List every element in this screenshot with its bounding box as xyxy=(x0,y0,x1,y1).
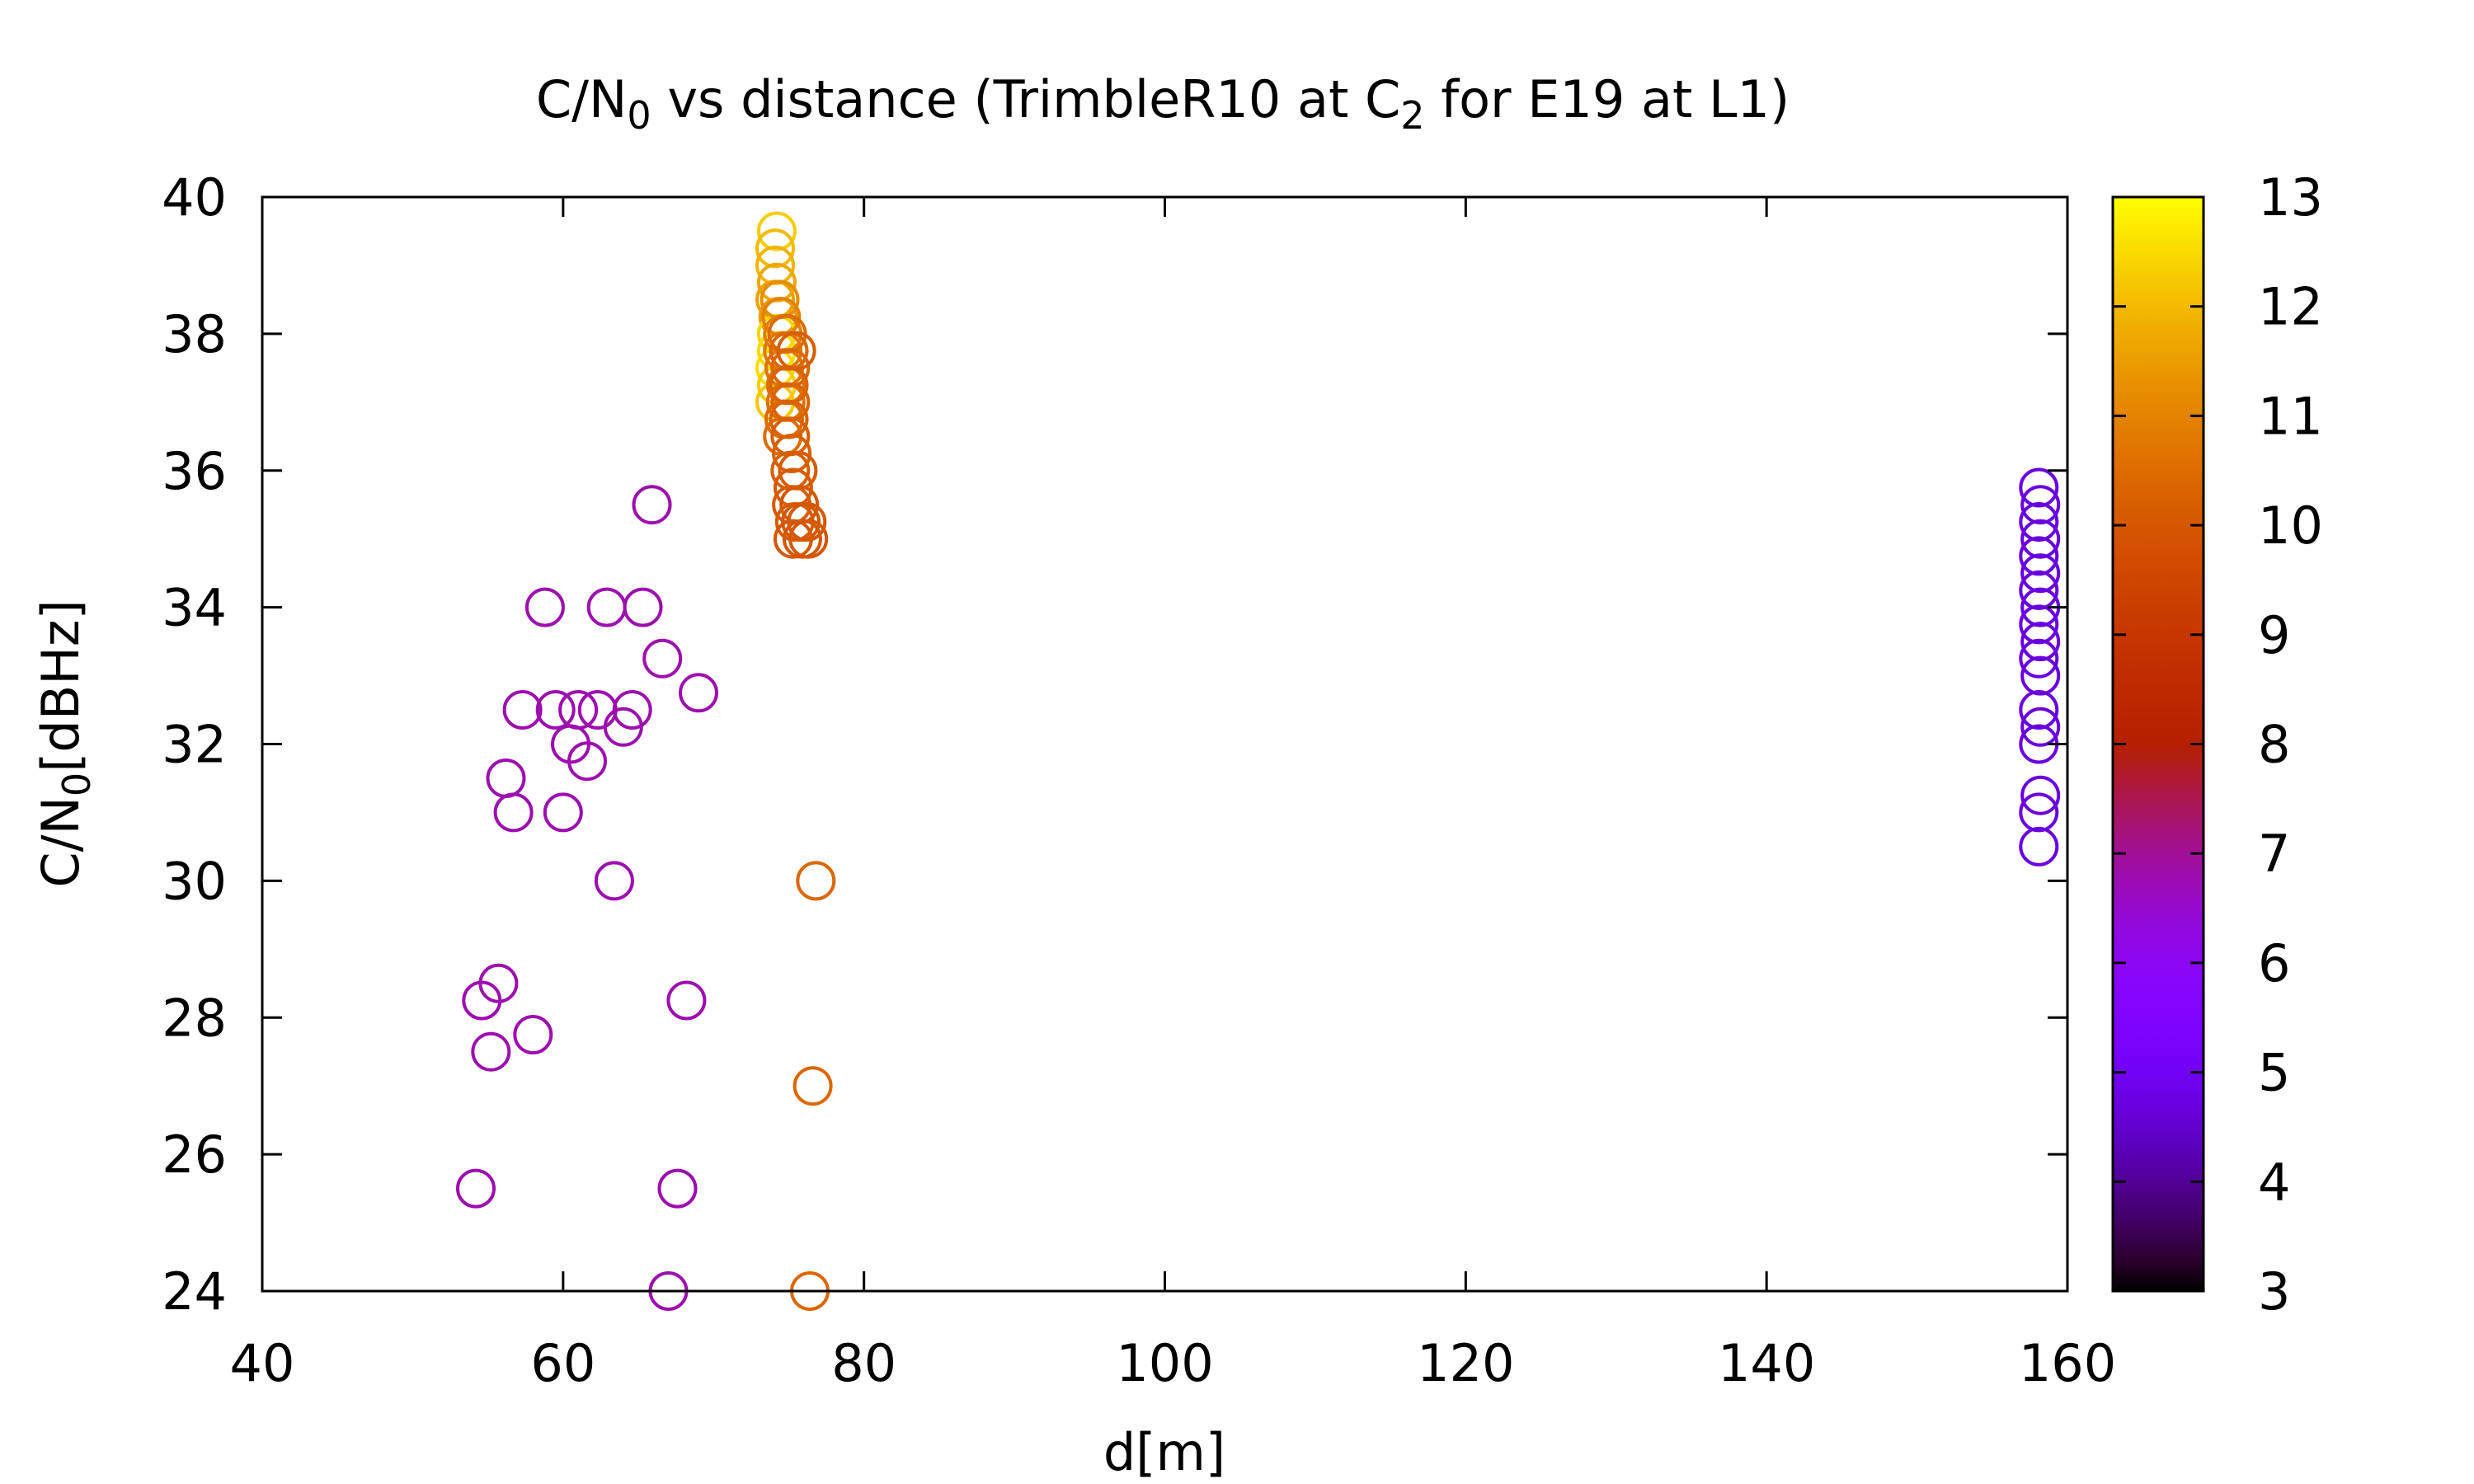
data-point xyxy=(793,1066,833,1106)
data-point xyxy=(770,348,811,388)
y-axis-title-rest: [dBHz] xyxy=(31,599,91,772)
scatter-points xyxy=(456,211,2061,1311)
title-prefix-sub: 0 xyxy=(627,93,651,138)
y-tick-label: 36 xyxy=(162,441,227,501)
data-point xyxy=(502,690,543,730)
data-point xyxy=(772,434,812,473)
data-point xyxy=(535,690,576,730)
y-axis-title-main: C/N xyxy=(31,796,91,888)
title-middle: vs distance (TrimbleR10 at C xyxy=(651,69,1401,129)
data-point xyxy=(632,485,672,525)
title-suffix: for E19 at L1) xyxy=(1425,69,1790,129)
data-point xyxy=(2019,826,2059,866)
colorbar-tick-label: 12 xyxy=(2258,277,2323,337)
data-point xyxy=(2019,638,2059,679)
data-point xyxy=(756,211,797,251)
data-point xyxy=(513,1015,553,1054)
y-axis: 24 26 28 30 32 34 36 38 40 xyxy=(162,167,2067,1322)
data-point xyxy=(2020,775,2061,815)
colorbar-tick-label: 11 xyxy=(2258,386,2323,446)
x-axis: 40 60 80 100 120 140 160 xyxy=(230,197,2116,1393)
data-point xyxy=(2020,622,2061,662)
data-point xyxy=(478,963,519,1003)
data-point xyxy=(493,792,534,833)
y-tick-label: 34 xyxy=(162,578,227,638)
data-point xyxy=(787,502,827,542)
data-point xyxy=(778,450,818,491)
x-axis-title: d[m] xyxy=(1103,1422,1225,1482)
data-point xyxy=(2019,570,2059,610)
title-prefix: C/N xyxy=(536,69,628,129)
data-point xyxy=(657,1168,698,1209)
data-point xyxy=(543,792,583,833)
y-tick-label: 38 xyxy=(162,304,227,364)
x-tick-label: 120 xyxy=(1417,1333,1514,1393)
y-tick-label: 32 xyxy=(162,715,227,775)
x-tick-label: 80 xyxy=(831,1333,896,1393)
data-point xyxy=(2019,502,2059,542)
x-tick-label: 60 xyxy=(530,1333,595,1393)
data-point xyxy=(776,331,816,371)
plot-area xyxy=(261,195,2069,1293)
data-point xyxy=(2019,467,2059,508)
data-point xyxy=(2020,519,2061,559)
data-point xyxy=(2019,690,2059,730)
data-point xyxy=(666,980,707,1021)
data-point xyxy=(2019,604,2059,645)
data-point xyxy=(623,587,663,627)
data-point xyxy=(769,399,809,439)
data-point xyxy=(2020,655,2061,696)
data-point xyxy=(2020,553,2061,594)
data-point xyxy=(612,690,652,730)
data-point xyxy=(788,519,829,559)
data-point xyxy=(594,861,634,901)
data-point xyxy=(558,690,599,730)
data-point xyxy=(2020,707,2061,747)
colorbar-tick-label: 5 xyxy=(2258,1043,2290,1103)
data-point xyxy=(567,741,607,782)
data-point xyxy=(2020,485,2061,525)
y-axis-title-sub: 0 xyxy=(54,773,99,796)
data-point xyxy=(586,587,627,627)
x-tick-label: 160 xyxy=(2019,1333,2116,1393)
y-tick-label: 40 xyxy=(162,167,227,228)
data-point xyxy=(2019,536,2059,576)
y-tick-label: 30 xyxy=(162,851,227,911)
y-tick-label: 24 xyxy=(162,1261,227,1322)
data-point xyxy=(770,382,811,422)
colorbar-tick-label: 6 xyxy=(2258,933,2290,993)
colorbar-tick-label: 10 xyxy=(2258,495,2323,556)
data-point xyxy=(796,861,836,901)
y-axis-title: C/N0[dBHz] xyxy=(31,599,99,887)
colorbar-axis: 3 4 5 6 7 8 9 10 11 12 13 xyxy=(2113,167,2323,1322)
x-tick-label: 40 xyxy=(230,1333,295,1393)
x-tick-label: 140 xyxy=(1718,1333,1815,1393)
data-point xyxy=(755,228,795,269)
title-middle-sub: 2 xyxy=(1400,93,1424,138)
colorbar-tick-label: 3 xyxy=(2258,1261,2290,1322)
y-tick-label: 28 xyxy=(162,988,227,1048)
data-point xyxy=(486,758,526,798)
data-point xyxy=(642,638,683,679)
chart-title: C/N0 vs distance (TrimbleR10 at C2 for E… xyxy=(536,69,1790,138)
colorbar-tick-label: 9 xyxy=(2258,605,2290,665)
colorbar-tick-label: 13 xyxy=(2258,167,2323,228)
colorbar-tick-label: 7 xyxy=(2258,824,2290,884)
colorbar xyxy=(2111,195,2205,1293)
data-point xyxy=(524,587,565,627)
data-point xyxy=(456,1168,496,1209)
y-tick-label: 26 xyxy=(162,1125,227,1185)
x-tick-label: 100 xyxy=(1116,1333,1213,1393)
data-point xyxy=(471,1031,511,1072)
data-point xyxy=(679,673,718,713)
colorbar-tick-label: 4 xyxy=(2258,1152,2290,1212)
data-point xyxy=(2019,792,2059,833)
colorbar-tick-label: 8 xyxy=(2258,715,2290,775)
